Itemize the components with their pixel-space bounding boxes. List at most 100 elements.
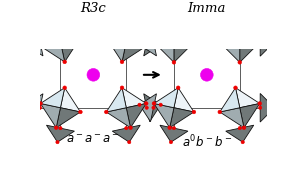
Polygon shape xyxy=(174,42,194,62)
Polygon shape xyxy=(41,42,65,62)
Circle shape xyxy=(172,20,176,23)
Polygon shape xyxy=(41,88,65,108)
Circle shape xyxy=(59,126,62,130)
Circle shape xyxy=(125,126,128,130)
Polygon shape xyxy=(122,88,146,108)
Polygon shape xyxy=(56,22,80,42)
Circle shape xyxy=(234,86,237,90)
Polygon shape xyxy=(106,88,126,112)
Polygon shape xyxy=(226,125,254,142)
Circle shape xyxy=(104,36,108,40)
Polygon shape xyxy=(240,104,260,128)
Polygon shape xyxy=(46,8,74,24)
Polygon shape xyxy=(240,22,260,42)
Circle shape xyxy=(218,110,222,114)
Circle shape xyxy=(172,5,176,9)
Circle shape xyxy=(59,20,62,23)
Polygon shape xyxy=(260,28,274,56)
Polygon shape xyxy=(126,104,146,128)
Circle shape xyxy=(39,102,42,105)
Polygon shape xyxy=(60,38,80,62)
Polygon shape xyxy=(220,88,240,112)
Polygon shape xyxy=(126,22,146,46)
Circle shape xyxy=(125,20,128,23)
Polygon shape xyxy=(260,93,274,122)
Polygon shape xyxy=(174,22,194,42)
Circle shape xyxy=(172,126,176,130)
Circle shape xyxy=(63,86,67,90)
Polygon shape xyxy=(139,94,157,122)
Circle shape xyxy=(200,68,213,81)
Polygon shape xyxy=(154,104,174,128)
Text: $a^0b^-b^-$: $a^0b^-b^-$ xyxy=(182,133,232,150)
Circle shape xyxy=(258,106,262,109)
Polygon shape xyxy=(160,7,188,22)
Polygon shape xyxy=(56,108,80,128)
Circle shape xyxy=(172,60,176,64)
Circle shape xyxy=(24,43,28,46)
Polygon shape xyxy=(154,42,174,62)
Circle shape xyxy=(104,110,108,114)
Circle shape xyxy=(159,103,162,106)
Polygon shape xyxy=(139,28,157,56)
Circle shape xyxy=(138,103,141,106)
Circle shape xyxy=(138,43,141,46)
Circle shape xyxy=(258,40,262,43)
Circle shape xyxy=(63,60,67,64)
Circle shape xyxy=(79,110,82,114)
Polygon shape xyxy=(154,22,174,42)
Circle shape xyxy=(56,6,59,9)
Circle shape xyxy=(192,110,196,114)
Circle shape xyxy=(241,140,244,144)
Circle shape xyxy=(152,102,156,105)
Circle shape xyxy=(217,40,221,44)
Circle shape xyxy=(238,20,242,23)
Circle shape xyxy=(152,40,155,43)
Circle shape xyxy=(242,126,246,129)
Polygon shape xyxy=(26,94,43,122)
Circle shape xyxy=(238,20,241,23)
Circle shape xyxy=(159,43,162,46)
Polygon shape xyxy=(112,8,140,24)
Polygon shape xyxy=(60,88,80,112)
Circle shape xyxy=(258,40,262,44)
Circle shape xyxy=(128,6,131,9)
Circle shape xyxy=(38,40,42,43)
Polygon shape xyxy=(154,88,178,108)
Circle shape xyxy=(258,102,262,105)
Text: R3c: R3c xyxy=(80,2,106,15)
Circle shape xyxy=(238,5,241,9)
Circle shape xyxy=(56,140,59,144)
Circle shape xyxy=(128,140,131,144)
Polygon shape xyxy=(144,28,161,56)
Polygon shape xyxy=(219,22,240,42)
Circle shape xyxy=(54,20,58,24)
Circle shape xyxy=(38,106,42,109)
Circle shape xyxy=(152,40,155,44)
Polygon shape xyxy=(235,88,260,108)
Polygon shape xyxy=(41,104,60,128)
Circle shape xyxy=(24,103,28,106)
Polygon shape xyxy=(26,28,43,56)
Circle shape xyxy=(169,140,173,144)
Polygon shape xyxy=(106,38,126,62)
Circle shape xyxy=(192,40,196,44)
Polygon shape xyxy=(225,7,254,22)
Circle shape xyxy=(54,126,58,129)
Polygon shape xyxy=(170,108,194,128)
Circle shape xyxy=(273,106,276,109)
Circle shape xyxy=(152,106,155,109)
Circle shape xyxy=(129,20,132,24)
Polygon shape xyxy=(240,42,260,62)
Circle shape xyxy=(87,68,100,81)
Circle shape xyxy=(238,60,242,64)
Circle shape xyxy=(120,86,124,90)
Circle shape xyxy=(145,106,148,109)
Circle shape xyxy=(120,60,124,64)
Polygon shape xyxy=(41,22,60,46)
Circle shape xyxy=(172,20,176,23)
Circle shape xyxy=(144,102,148,105)
Text: Imma: Imma xyxy=(188,2,226,15)
Circle shape xyxy=(238,126,241,130)
Polygon shape xyxy=(220,108,244,128)
